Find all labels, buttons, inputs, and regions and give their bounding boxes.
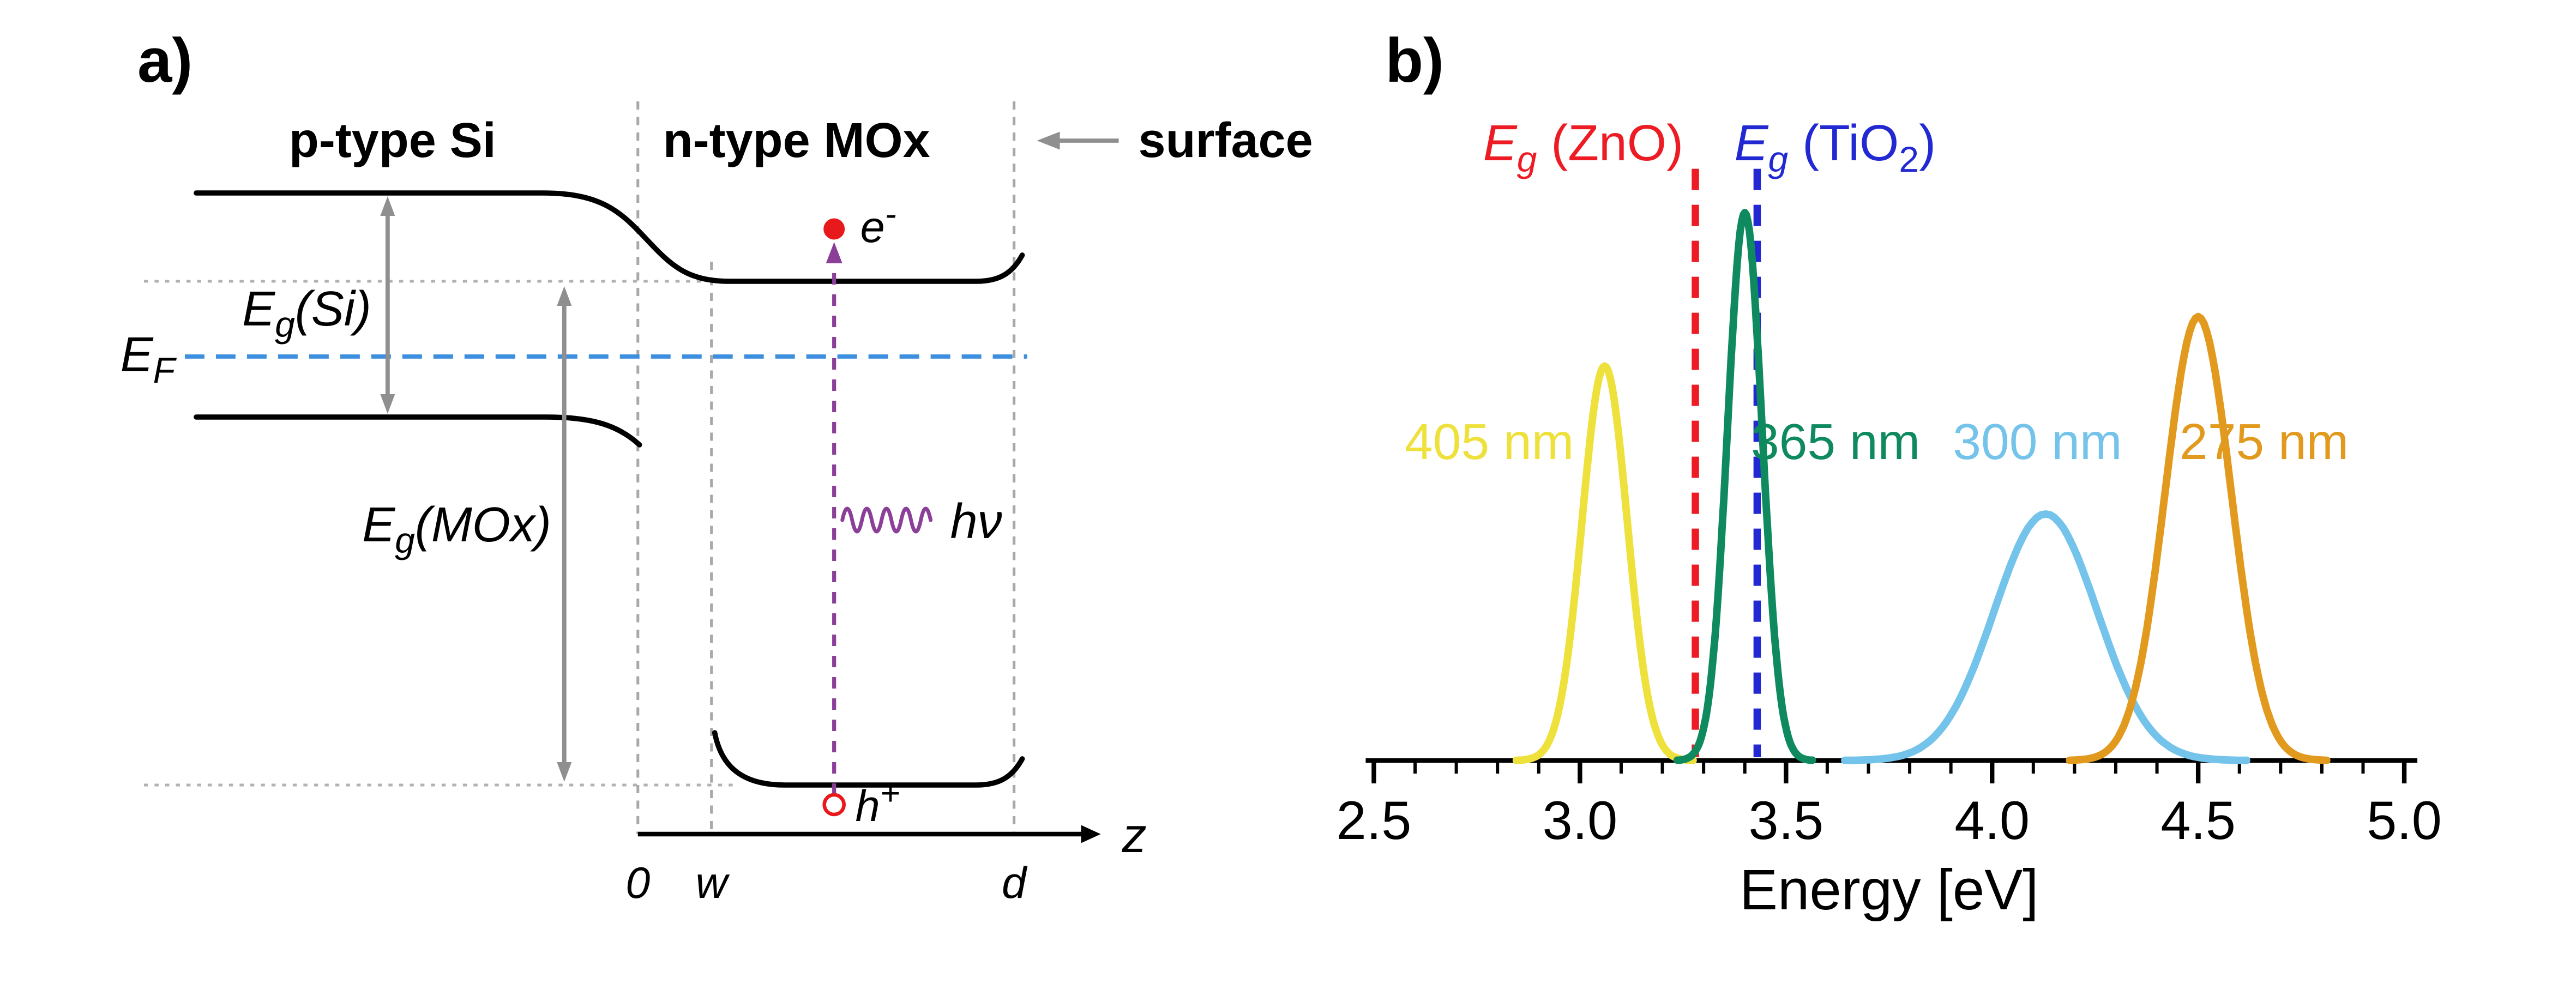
eg-si-label: Eg(Si) bbox=[242, 282, 371, 345]
eg-mox-arrowhead-top-icon bbox=[557, 286, 572, 306]
spectrum-curve-300-nm bbox=[1841, 510, 2250, 764]
z-thickness-label: d bbox=[1002, 859, 1028, 908]
z-origin-label: 0 bbox=[625, 859, 650, 908]
panel-a-tag: a) bbox=[137, 26, 192, 95]
electron-dot bbox=[823, 218, 845, 240]
spectrum-label-405-nm: 405 nm bbox=[1405, 413, 1574, 470]
mox-valence-band bbox=[712, 730, 1025, 788]
fermi-level-label: EF bbox=[121, 328, 177, 390]
spectrum-label-365-nm: 365 nm bbox=[1751, 413, 1920, 470]
eg-si-arrowhead-top-icon bbox=[380, 196, 395, 216]
eg-tio2-label: Eg (TiO2) bbox=[1735, 114, 1936, 179]
x-axis-title: Energy [eV] bbox=[1740, 858, 2038, 922]
hole-label: h+ bbox=[856, 774, 900, 831]
z-axis-label: z bbox=[1122, 808, 1147, 863]
x-tick-label: 3.5 bbox=[1749, 790, 1824, 850]
z-depletion-label: w bbox=[695, 859, 730, 908]
panel-b-tag: b) bbox=[1385, 26, 1444, 95]
conduction-band bbox=[194, 190, 1025, 284]
x-tick-label: 4.5 bbox=[2160, 790, 2236, 850]
spectrum-curve-275-nm bbox=[2066, 312, 2331, 764]
panel-a: a) p-type Si n-type MOx surface EF bbox=[121, 26, 1313, 908]
surface-arrowhead-icon bbox=[1037, 131, 1060, 150]
spectra-chart: 2.5 3.0 3.5 4.0 4.5 5.0 Energy [eV] 405 nm 365 n… bbox=[1337, 168, 2442, 922]
eg-mox-arrowhead-bottom-icon bbox=[557, 762, 572, 782]
photon-label: hν bbox=[950, 494, 1002, 549]
x-tick-label: 5.0 bbox=[2367, 790, 2442, 850]
hole-circle bbox=[822, 793, 846, 817]
eg-si-arrowhead-bottom-icon bbox=[380, 394, 395, 414]
n-type-mox-label: n-type MOx bbox=[663, 113, 930, 168]
x-tick-label: 2.5 bbox=[1337, 790, 1412, 850]
spectrum-label-275-nm: 275 nm bbox=[2180, 413, 2349, 470]
photon-wave-icon bbox=[840, 506, 933, 534]
spectrum-curve-365-nm bbox=[1673, 209, 1816, 764]
spectrum-label-300-nm: 300 nm bbox=[1953, 413, 2122, 470]
z-axis-arrowhead-icon bbox=[1081, 825, 1101, 843]
electron-label: e- bbox=[860, 195, 896, 252]
p-type-si-label: p-type Si bbox=[289, 113, 496, 168]
eg-zno-label: Eg (ZnO) bbox=[1483, 114, 1683, 179]
surface-label: surface bbox=[1139, 113, 1313, 168]
eg-mox-label: Eg(MOx) bbox=[362, 498, 551, 560]
spectrum-curve-405-nm bbox=[1512, 362, 1697, 764]
x-tick-label: 4.0 bbox=[1954, 790, 2030, 850]
x-tick-label: 3.0 bbox=[1543, 790, 1618, 850]
panel-b: b) Eg (ZnO) Eg (TiO2) 2.5 3.0 3.5 4.0 4.5 5.0… bbox=[1337, 26, 2442, 922]
si-valence-band bbox=[194, 414, 642, 448]
photon-excitation-arrowhead-icon bbox=[826, 242, 842, 263]
